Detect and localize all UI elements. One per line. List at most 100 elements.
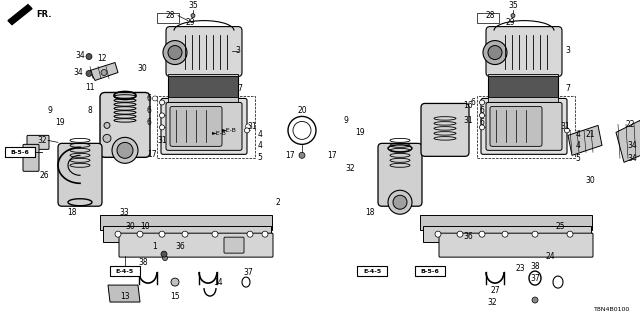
Text: E-4-5: E-4-5	[363, 268, 381, 274]
Circle shape	[299, 152, 305, 158]
Text: 9: 9	[344, 116, 348, 125]
Text: 27: 27	[490, 285, 500, 295]
Text: 20: 20	[297, 106, 307, 115]
Text: 29: 29	[505, 18, 515, 27]
Circle shape	[161, 251, 167, 257]
Text: 24: 24	[545, 252, 555, 260]
Circle shape	[212, 231, 218, 237]
Circle shape	[567, 231, 573, 237]
Polygon shape	[90, 62, 118, 81]
Text: 26: 26	[39, 171, 49, 180]
Text: 32: 32	[37, 136, 47, 145]
Circle shape	[168, 45, 182, 60]
Circle shape	[104, 123, 110, 128]
FancyBboxPatch shape	[439, 233, 593, 257]
Bar	[157, 12, 179, 23]
Circle shape	[103, 134, 111, 142]
FancyBboxPatch shape	[421, 103, 469, 156]
Circle shape	[435, 231, 441, 237]
Text: E-4-5: E-4-5	[116, 268, 134, 274]
Circle shape	[171, 278, 179, 286]
Bar	[415, 266, 445, 276]
Text: 4: 4	[575, 141, 580, 150]
Text: 1: 1	[152, 242, 157, 251]
Text: 14: 14	[213, 277, 223, 287]
Text: B-5-6: B-5-6	[420, 268, 440, 274]
FancyBboxPatch shape	[486, 102, 562, 150]
Circle shape	[163, 41, 187, 65]
Text: 34: 34	[73, 68, 83, 77]
Text: ►E-B: ►E-B	[222, 128, 237, 133]
Text: 19: 19	[355, 128, 365, 137]
Text: 18: 18	[67, 208, 77, 217]
Bar	[168, 76, 238, 100]
Circle shape	[393, 195, 407, 209]
Text: 11: 11	[85, 83, 95, 92]
Circle shape	[159, 113, 164, 118]
FancyBboxPatch shape	[119, 233, 273, 257]
Circle shape	[191, 14, 195, 18]
FancyBboxPatch shape	[481, 99, 567, 154]
Text: 23: 23	[515, 264, 525, 273]
FancyBboxPatch shape	[224, 237, 244, 253]
Circle shape	[101, 69, 107, 76]
Circle shape	[182, 231, 188, 237]
Circle shape	[511, 14, 515, 18]
Text: 6: 6	[147, 94, 152, 103]
Text: 32: 32	[345, 164, 355, 173]
Circle shape	[502, 231, 508, 237]
Text: 28: 28	[165, 11, 175, 20]
Text: 22: 22	[625, 120, 635, 129]
Text: 38: 38	[530, 262, 540, 271]
Text: 10: 10	[140, 222, 150, 231]
Circle shape	[479, 231, 485, 237]
FancyBboxPatch shape	[170, 107, 222, 146]
Text: FR.: FR.	[36, 10, 51, 19]
Polygon shape	[8, 5, 32, 25]
Circle shape	[86, 53, 92, 60]
Text: 4: 4	[257, 141, 262, 150]
Text: 31: 31	[560, 122, 570, 131]
Text: 31: 31	[157, 136, 167, 145]
Text: 6: 6	[147, 106, 152, 115]
Text: 34: 34	[627, 154, 637, 163]
Text: 3: 3	[566, 46, 570, 55]
Polygon shape	[616, 120, 640, 162]
Circle shape	[388, 190, 412, 214]
Text: 19: 19	[55, 118, 65, 127]
Bar	[477, 96, 575, 158]
FancyBboxPatch shape	[378, 143, 422, 206]
Bar	[100, 215, 272, 230]
FancyBboxPatch shape	[27, 135, 49, 149]
Bar	[5, 147, 35, 157]
Circle shape	[246, 124, 250, 129]
Text: 16: 16	[463, 101, 473, 110]
Text: 8: 8	[88, 106, 92, 115]
Circle shape	[159, 100, 164, 105]
Bar	[423, 226, 591, 242]
Circle shape	[564, 128, 570, 133]
Circle shape	[152, 96, 157, 101]
Text: 29: 29	[185, 18, 195, 27]
Text: 30: 30	[137, 64, 147, 73]
Text: 34: 34	[75, 51, 85, 60]
Circle shape	[479, 100, 484, 105]
Text: 6: 6	[479, 106, 484, 115]
Text: 5: 5	[257, 153, 262, 162]
Circle shape	[244, 128, 250, 133]
Text: 17: 17	[327, 151, 337, 160]
Circle shape	[159, 231, 165, 237]
Text: 6: 6	[470, 98, 476, 107]
Text: 34: 34	[627, 141, 637, 150]
Text: T8N4B0100: T8N4B0100	[594, 307, 630, 312]
Text: B-5-6: B-5-6	[11, 150, 29, 155]
FancyBboxPatch shape	[490, 107, 542, 146]
Circle shape	[262, 231, 268, 237]
Circle shape	[532, 297, 538, 303]
Text: 36: 36	[463, 232, 473, 241]
Bar	[157, 96, 255, 158]
Circle shape	[479, 113, 484, 118]
FancyBboxPatch shape	[486, 27, 562, 76]
Circle shape	[488, 45, 502, 60]
Text: 37: 37	[530, 274, 540, 283]
